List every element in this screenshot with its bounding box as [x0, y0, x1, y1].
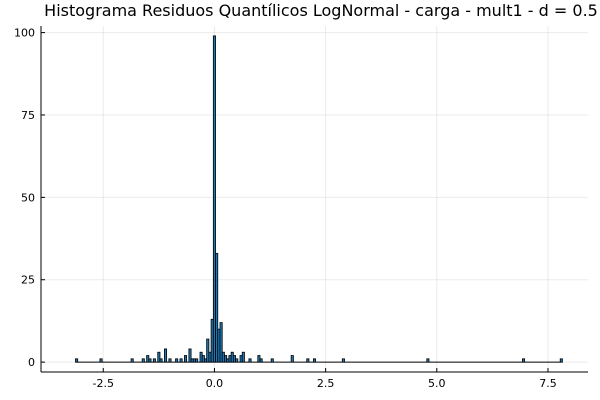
histogram-bar	[184, 355, 188, 363]
chart-title: Histograma Residuos Quantílicos LogNorma…	[44, 1, 598, 20]
histogram-bar	[188, 348, 192, 363]
histogram-bar	[235, 358, 239, 363]
histogram-bar	[259, 358, 263, 363]
histogram-bar	[164, 348, 168, 363]
histogram-bar	[175, 358, 179, 363]
x-tick-label: 7.5	[539, 377, 557, 390]
histogram-bar	[168, 358, 172, 363]
histogram-bar	[212, 35, 216, 363]
y-tick-label: 100	[14, 27, 35, 40]
y-tick-label: 25	[21, 274, 35, 287]
histogram-bar	[75, 358, 79, 363]
histogram-bar	[306, 358, 310, 363]
histogram-bar	[248, 358, 252, 363]
axes-layer	[40, 26, 588, 373]
histogram-bar	[241, 351, 245, 363]
histogram-bar	[148, 358, 152, 363]
histogram-bar	[99, 358, 103, 363]
y-tick-label: 75	[21, 109, 35, 122]
histogram-bar	[270, 358, 274, 363]
ticks-layer: -2.5 0.0 2.5 5.0 7.5 0 25 50 75 100	[14, 27, 557, 390]
histogram-bar	[219, 322, 223, 363]
histogram-bar	[559, 358, 563, 363]
histogram-bar	[152, 358, 156, 363]
histogram-bar	[141, 358, 145, 363]
x-tick-label: 5.0	[428, 377, 446, 390]
histogram-bar	[195, 358, 199, 363]
x-tick-label: 0.0	[206, 377, 224, 390]
y-tick-label: 50	[21, 191, 35, 204]
histogram-bar	[130, 358, 134, 363]
histogram-bar	[522, 358, 526, 363]
histogram-bar	[426, 358, 430, 363]
histogram-bar	[290, 355, 294, 363]
bars-layer	[75, 35, 563, 363]
histogram-bar	[159, 358, 163, 363]
histogram-bar	[179, 358, 183, 363]
histogram-bar	[312, 358, 317, 363]
histogram-bar	[341, 358, 345, 363]
x-tick-label: -2.5	[93, 377, 114, 390]
histogram-bar	[215, 252, 219, 363]
x-tick-label: 2.5	[317, 377, 335, 390]
grid-layer	[41, 26, 588, 372]
y-tick-label: 0	[28, 356, 35, 369]
histogram-bar	[157, 351, 161, 363]
histogram-bar	[206, 338, 210, 363]
